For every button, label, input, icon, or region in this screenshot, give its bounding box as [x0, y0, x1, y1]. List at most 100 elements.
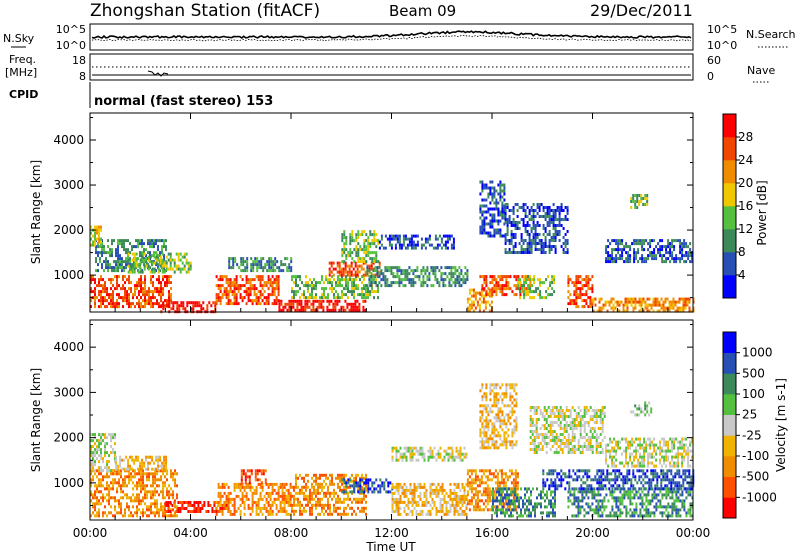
heatmap-cell [158, 469, 160, 473]
heatmap-cell [552, 209, 555, 212]
heatmap-cell [207, 510, 210, 513]
heatmap-cell [371, 242, 374, 246]
heatmap-cell [256, 257, 259, 261]
heatmap-cell [102, 469, 104, 473]
heatmap-cell [552, 233, 555, 236]
heatmap-cell [243, 485, 246, 489]
heatmap-cell [174, 514, 176, 518]
heatmap-cell [187, 264, 190, 268]
heatmap-cell [499, 278, 502, 282]
heatmap-cell [500, 469, 503, 473]
heatmap-cell [305, 509, 307, 513]
heatmap-cell [152, 490, 154, 494]
heatmap-cell [113, 260, 115, 264]
heatmap-cell [415, 500, 418, 504]
heatmap-cell [187, 510, 190, 513]
heatmap-cell [679, 248, 682, 252]
heatmap-cell [453, 494, 456, 498]
heatmap-cell [545, 290, 548, 294]
heatmap-cell [357, 488, 359, 492]
heatmap-cell [429, 446, 432, 450]
heatmap-cell [332, 267, 335, 271]
heatmap-cell [115, 467, 118, 471]
heatmap-cell [122, 278, 124, 282]
heatmap-cell [481, 189, 484, 193]
heatmap-cell [682, 300, 685, 304]
heatmap-cell [501, 207, 504, 211]
noise-right-tick-bottom: 10^0 [707, 39, 737, 52]
heatmap-cell [258, 266, 261, 270]
heatmap-cell [384, 266, 387, 270]
heatmap-cell [646, 200, 649, 203]
heatmap-cell [375, 239, 378, 243]
heatmap-cell [426, 266, 429, 270]
colorbar-swatch [723, 183, 736, 207]
heatmap-cell [159, 255, 162, 259]
heatmap-cell [337, 281, 339, 285]
heatmap-cell [351, 239, 354, 243]
heatmap-cell [544, 212, 547, 215]
heatmap-cell [526, 221, 529, 224]
heatmap-cell [494, 493, 497, 497]
heatmap-cell [145, 458, 148, 462]
heatmap-cell [457, 449, 460, 453]
heatmap-cell [665, 260, 668, 264]
heatmap-cell [399, 512, 402, 516]
heatmap-cell [104, 487, 106, 491]
heatmap-cell [345, 473, 347, 477]
heatmap-cell [267, 485, 270, 489]
heatmap-cell [546, 224, 549, 227]
heatmap-cell [98, 499, 100, 503]
heatmap-cell [411, 446, 414, 450]
heatmap-cell [307, 281, 309, 285]
heatmap-cell [272, 260, 275, 264]
heatmap-cell [227, 494, 230, 498]
heatmap-cell [102, 511, 104, 515]
heatmap-cell [391, 497, 394, 501]
heatmap-cell [152, 281, 154, 285]
heatmap-cell [539, 284, 542, 288]
heatmap-cell [434, 234, 437, 238]
heatmap-cell [98, 240, 100, 244]
heatmap-cell [97, 269, 99, 273]
heatmap-cell [548, 239, 551, 242]
heatmap-cell [636, 200, 639, 203]
heatmap-cell [499, 213, 502, 217]
heatmap-cell [514, 475, 517, 479]
heatmap-cell [659, 239, 662, 243]
heatmap-cell [219, 491, 222, 495]
heatmap-cell [385, 490, 388, 494]
heatmap-cell [546, 215, 549, 218]
heatmap-cell [425, 494, 428, 498]
heatmap-cell [129, 270, 132, 274]
heatmap-cell [402, 240, 405, 244]
heatmap-cell [351, 251, 354, 255]
heatmap-cell [202, 301, 205, 305]
heatmap-cell [110, 469, 112, 473]
heatmap-cell [353, 490, 356, 494]
heatmap-cell [552, 227, 555, 230]
heatmap-cell [497, 281, 500, 285]
heatmap-cell [214, 304, 217, 308]
heatmap-cell [399, 446, 402, 450]
heatmap-cell [181, 255, 184, 259]
heatmap-cell [110, 487, 112, 491]
heatmap-cell [519, 287, 522, 291]
heatmap-cell [542, 242, 545, 245]
heatmap-cell [153, 461, 156, 465]
heatmap-cell [457, 452, 460, 456]
heatmap-cell [161, 252, 164, 256]
heatmap-cell [233, 509, 236, 513]
heatmap-cell [355, 245, 358, 249]
heatmap-cell [144, 275, 146, 279]
heatmap-cell [402, 237, 405, 241]
heatmap-cell [215, 296, 218, 300]
heatmap-cell [311, 287, 313, 291]
heatmap-cell [465, 482, 468, 486]
heatmap-cell [470, 502, 473, 506]
heatmap-cell [479, 207, 482, 211]
heatmap-cell [512, 212, 515, 215]
heatmap-cell [548, 206, 551, 209]
heatmap-cell [363, 257, 366, 261]
heatmap-cell [317, 488, 319, 492]
